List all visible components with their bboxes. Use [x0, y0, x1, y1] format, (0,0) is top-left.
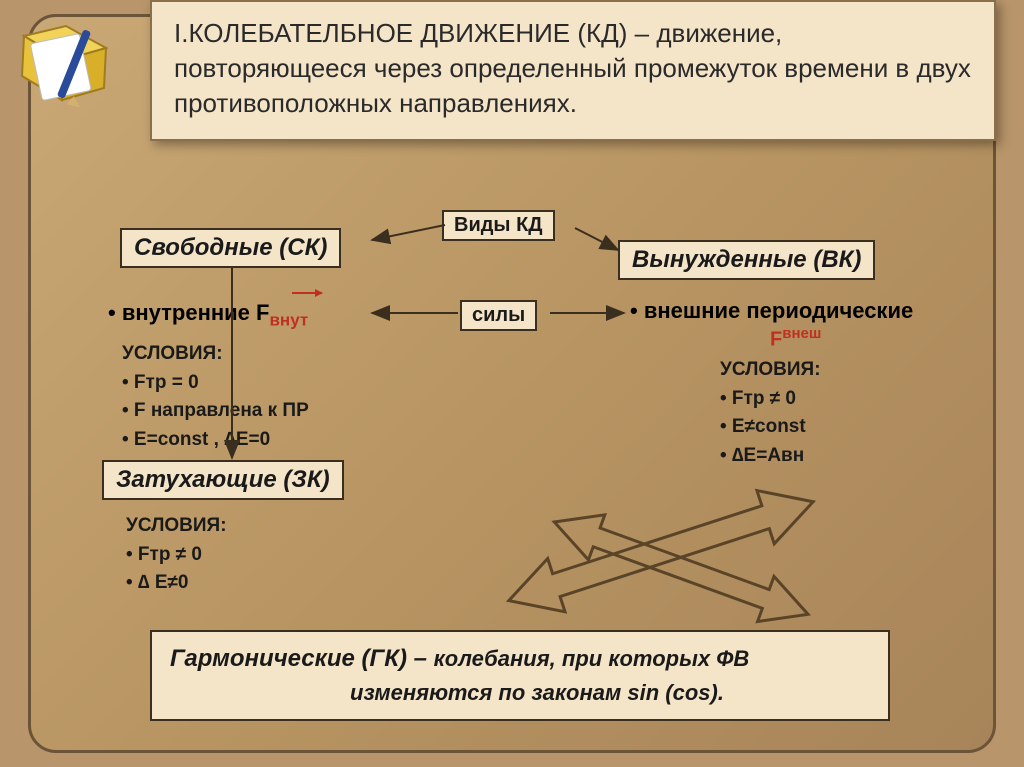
right-cond-title: УСЛОВИЯ:: [720, 356, 821, 385]
right-f-prefix: F: [770, 329, 782, 351]
right-cond-2: • Е≠const: [720, 413, 821, 442]
right-forces-f: Fвнеш: [770, 324, 821, 354]
left-cond-3: • Е=const , ∆Е=0: [122, 426, 309, 455]
node-forces-label: силы: [472, 304, 525, 326]
node-forced-label: Вынужденные (ВК): [632, 246, 861, 273]
left-cond-1: • Fтр = 0: [122, 369, 309, 398]
right-forces-bullet: • внешние периодические: [630, 296, 913, 326]
damped-cond-2: • ∆ Е≠0: [126, 569, 227, 598]
damped-cond-title: УСЛОВИЯ:: [126, 512, 227, 541]
harmonic-title: Гармонические (ГК) –: [170, 645, 434, 672]
node-forced: Вынужденные (ВК): [618, 240, 875, 280]
header-definition-box: I.КОЛЕБАТЕЛБНОЕ ДВИЖЕНИЕ (КД) – движение…: [150, 0, 996, 141]
node-forces: силы: [460, 300, 537, 331]
harmonic-box: Гармонические (ГК) – колебания, при кото…: [150, 630, 890, 721]
node-types-label: Виды КД: [454, 214, 543, 236]
folder-notes-icon: [6, 8, 126, 118]
harmonic-body1: колебания, при которых ФВ: [434, 646, 750, 671]
left-forces-sub: внут: [269, 310, 308, 329]
left-cond-2: • F направлена к ПР: [122, 397, 309, 426]
right-cond-1: • Fтр ≠ 0: [720, 385, 821, 414]
harmonic-body2: изменяются по законам sin (cos).: [170, 678, 724, 709]
left-forces-text: • внутренние F: [108, 300, 269, 325]
right-conditions: УСЛОВИЯ: • Fтр ≠ 0 • Е≠const • ∆Е=Aвн: [720, 356, 821, 470]
node-damped-label: Затухающие (ЗК): [116, 466, 330, 493]
left-forces-bullet: • внутренние Fвнут: [108, 298, 308, 332]
node-free-label: Свободные (СК): [134, 234, 327, 261]
right-f-sub: внеш: [782, 325, 821, 342]
vector-arrow-left: [292, 292, 322, 294]
right-forces-text: • внешние периодические: [630, 298, 913, 323]
damped-cond-1: • Fтр ≠ 0: [126, 541, 227, 570]
node-damped: Затухающие (ЗК): [102, 460, 344, 500]
node-types: Виды КД: [442, 210, 555, 241]
right-cond-3: • ∆Е=Aвн: [720, 442, 821, 471]
header-text: I.КОЛЕБАТЕЛБНОЕ ДВИЖЕНИЕ (КД) – движение…: [174, 18, 971, 118]
node-free: Свободные (СК): [120, 228, 341, 268]
damped-conditions: УСЛОВИЯ: • Fтр ≠ 0 • ∆ Е≠0: [126, 512, 227, 598]
left-conditions: УСЛОВИЯ: • Fтр = 0 • F направлена к ПР •…: [122, 340, 309, 454]
left-cond-title: УСЛОВИЯ:: [122, 340, 309, 369]
